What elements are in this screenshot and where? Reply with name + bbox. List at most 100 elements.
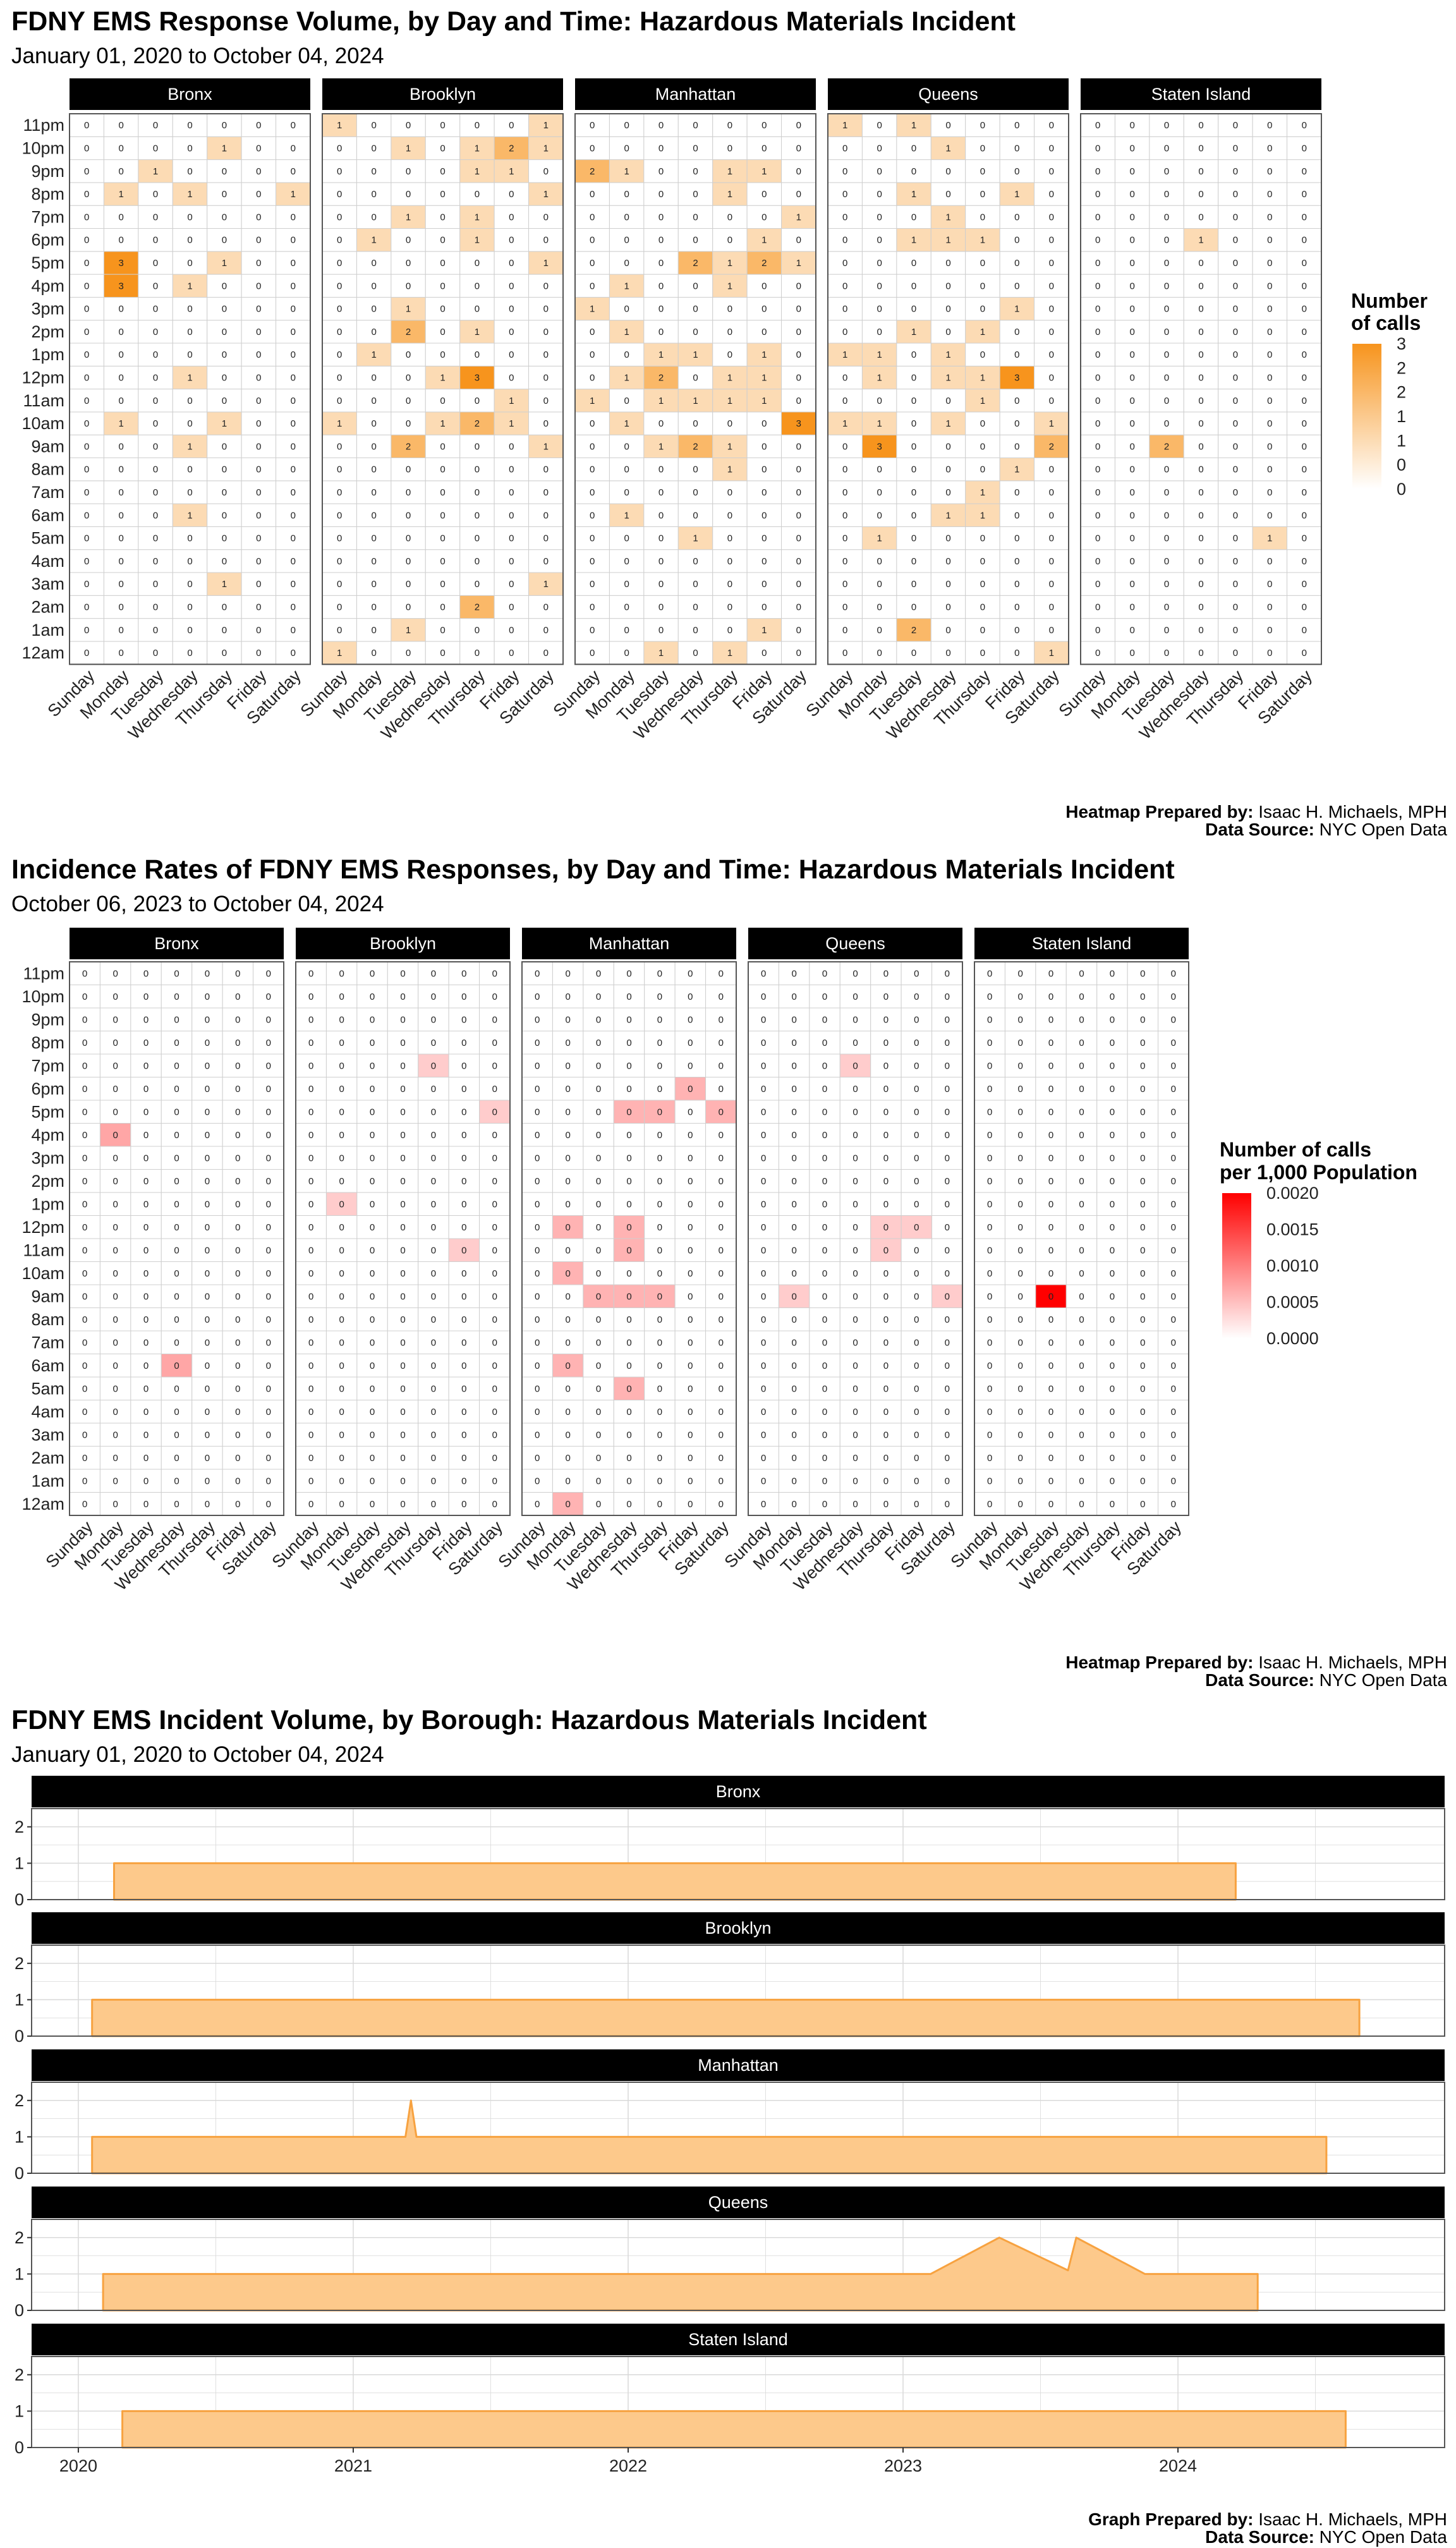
chart1-cell-label: 0 [1049,235,1054,246]
chart1-cell-label: 0 [980,441,985,452]
chart1-cell-label: 0 [796,166,801,177]
chart2-cell-label: 0 [914,1429,919,1440]
chart1-cell-label: 0 [796,556,801,567]
chart2-cell-label: 0 [1110,1383,1115,1394]
chart3-credit-label1: Graph Prepared by: [1088,2509,1253,2529]
chart2-cell-label: 0 [761,1383,766,1394]
chart1-y-tick-label: 6am [31,506,64,525]
chart2-cell-label: 0 [761,992,766,1002]
chart1-cell-label: 0 [543,648,549,658]
chart1-cell-label: 0 [337,258,342,269]
chart3-y-tick-label: 2 [15,2228,24,2247]
chart1-cell-label: 2 [911,625,916,636]
chart2-cell-label: 0 [1048,1314,1053,1325]
chart2-cell-label: 0 [143,1060,149,1071]
chart1-cell-label: 0 [658,327,664,337]
chart1-cell-label: 0 [877,281,882,291]
chart1-cell-label: 1 [980,487,985,498]
chart1-cell-label: 0 [1267,487,1272,498]
chart2-y-tick-label: 4pm [31,1125,64,1144]
chart1-cell-label: 0 [440,166,445,177]
chart2-cell-label: 0 [914,968,919,979]
chart2-cell-label: 0 [987,1130,992,1141]
chart1-y-tick-label: 7am [31,483,64,502]
chart2-cell-label: 0 [308,1268,313,1279]
chart2-cell-label: 0 [1079,1199,1084,1210]
chart2-cell-label: 0 [945,1245,950,1256]
chart2-cell-label: 0 [914,1268,919,1279]
chart1-y-tick-label: 4am [31,552,64,571]
chart1-cell-label: 0 [153,120,158,131]
chart1-cell-label: 0 [371,533,376,544]
chart1-cell-label: 0 [761,327,767,337]
chart2-cell-label: 0 [1140,1429,1145,1440]
chart1-cell-label: 0 [693,556,698,567]
chart1-cell-label: 0 [945,625,950,636]
chart1-cell [781,503,816,527]
chart1-cell-label: 0 [1267,281,1272,291]
chart1-cell-label: 0 [1233,212,1238,222]
chart2-cell-label: 0 [987,1361,992,1371]
chart2-cell-label: 0 [112,1222,118,1233]
chart2-cell-label: 0 [492,1476,497,1486]
chart2-cell-label: 0 [1017,1222,1022,1233]
chart1-cell [138,182,173,206]
chart1-cell-label: 0 [624,212,629,222]
chart1-cell [172,503,208,527]
chart2-cell-label: 0 [266,1199,271,1210]
chart1-cell-label: 0 [256,120,261,131]
chart2-cell-label: 0 [431,1383,436,1394]
chart1-cell-label: 0 [440,579,445,590]
chart1-cell-label: 0 [187,579,192,590]
chart1-cell [609,503,645,527]
chart1-cell-label: 0 [187,349,192,360]
chart1-cell [574,595,610,619]
chart2-cell-label: 0 [987,1199,992,1210]
chart2-cell-label: 0 [945,1383,950,1394]
chart1-y-tick-label: 2pm [31,322,64,341]
chart2-cell-label: 0 [657,1060,662,1071]
chart2-title: Incidence Rates of FDNY EMS Responses, b… [11,854,1175,885]
chart1-cell-label: 0 [153,189,158,200]
chart2-cell-label: 0 [1140,1107,1145,1117]
chart1-cell [138,296,173,321]
chart2-cell-label: 0 [143,1084,149,1095]
chart1-cell-label: 0 [440,556,445,567]
chart2-cell-label: 0 [657,1291,662,1302]
chart1-cell [69,182,104,206]
chart2-cell-label: 0 [1171,1038,1176,1048]
chart1-cell-label: 0 [1164,602,1169,612]
chart2-cell-label: 0 [1017,1245,1022,1256]
chart1-cell-label: 0 [877,556,882,567]
chart2-cell-label: 0 [143,1268,149,1279]
chart2-cell-label: 0 [883,1199,889,1210]
chart1-cell-label: 0 [153,464,158,475]
chart1-cell-label: 0 [256,418,261,429]
chart1-cell-label: 0 [509,212,514,222]
chart1-cell-label: 0 [693,510,698,521]
chart1-cell-label: 0 [624,556,629,567]
chart1-cell-label: 0 [761,143,767,154]
chart2-cell-label: 0 [82,1153,87,1163]
chart2-cell-label: 0 [431,1038,436,1048]
chart1-cell-label: 0 [1095,120,1100,131]
chart1-cell-label: 0 [761,212,767,222]
chart2-cell-label: 0 [1140,1153,1145,1163]
chart1-cell-label: 0 [658,510,664,521]
chart1-cell-label: 0 [543,533,549,544]
chart2-cell-label: 0 [143,1153,149,1163]
chart2-cell-label: 0 [596,1429,601,1440]
chart1-cell-label: 0 [590,349,595,360]
chart2-cell-label: 0 [719,1268,724,1279]
chart2-cell-label: 0 [235,992,240,1002]
chart2-cell-label: 0 [761,1038,766,1048]
chart2-cell-label: 0 [174,1314,179,1325]
chart2-cell-label: 0 [883,1060,889,1071]
chart2-cell-label: 0 [626,1407,631,1417]
chart2-cell-label: 0 [914,992,919,1002]
chart1-cell-label: 0 [1198,556,1203,567]
chart2-cell-label: 0 [626,1361,631,1371]
chart2-cell-label: 0 [1017,1060,1022,1071]
chart1-cell-label: 1 [222,258,227,269]
chart3-y-tick-label: 1 [15,1853,24,1872]
